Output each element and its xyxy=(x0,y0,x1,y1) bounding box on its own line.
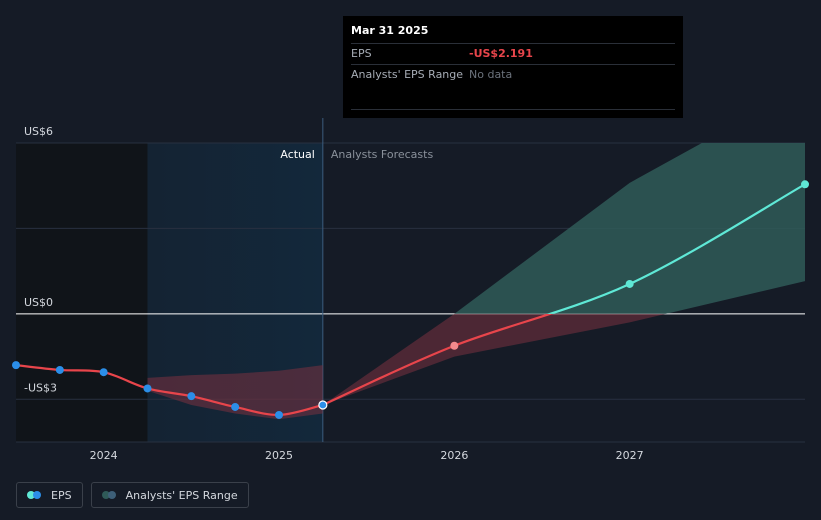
tooltip-row-range: Analysts' EPS Range No data xyxy=(351,64,675,85)
actual-label: Actual xyxy=(280,148,314,161)
eps-point xyxy=(99,368,108,377)
legend-eps-button[interactable]: EPS xyxy=(16,482,83,508)
eps-point xyxy=(187,392,196,401)
eps-point xyxy=(318,400,328,410)
eps-line-forecast-positive xyxy=(546,183,805,314)
tooltip-eps-value: -US$2.191 xyxy=(469,47,533,60)
forecast-range-band xyxy=(454,143,805,314)
eps-forecast-point xyxy=(450,341,459,350)
x-tick-label: 2025 xyxy=(265,449,293,462)
eps-point xyxy=(231,402,240,411)
tooltip-row-eps: EPS -US$2.191 xyxy=(351,43,675,64)
legend-eps-label: EPS xyxy=(51,488,72,502)
tooltip-range-value: No data xyxy=(469,68,513,81)
eps-point xyxy=(143,384,152,393)
legend-range-label: Analysts' EPS Range xyxy=(125,488,238,502)
tooltip-eps-label: EPS xyxy=(351,47,372,60)
past-range-band xyxy=(147,365,323,420)
eps-forecast-point xyxy=(625,279,634,288)
tooltip-range-label: Analysts' EPS Range xyxy=(351,68,464,81)
eps-line-forecast-negative xyxy=(322,313,554,406)
eps-swatch-icon xyxy=(27,491,43,499)
x-tick-label: 2026 xyxy=(440,449,468,462)
eps-forecast-point xyxy=(801,180,809,189)
range-swatch-icon xyxy=(101,491,118,499)
y-tick-label: US$0 xyxy=(24,296,53,309)
tooltip: Mar 31 2025 EPS -US$2.191 Analysts' EPS … xyxy=(343,16,683,118)
eps-point xyxy=(275,410,283,419)
x-tick-label: 2027 xyxy=(616,449,644,462)
y-tick-label: -US$3 xyxy=(24,381,57,394)
legend-range-button[interactable]: Analysts' EPS Range xyxy=(90,482,249,508)
legend: EPS Analysts' EPS Range xyxy=(16,482,249,508)
past-shade xyxy=(16,143,148,442)
x-tick-label: 2024 xyxy=(90,449,118,462)
tooltip-divider xyxy=(351,109,675,110)
eps-point xyxy=(12,361,20,370)
eps-point xyxy=(55,365,64,374)
forecast-label: Analysts Forecasts xyxy=(331,148,434,161)
y-tick-label: US$6 xyxy=(24,125,53,138)
tooltip-date: Mar 31 2025 xyxy=(351,24,429,37)
